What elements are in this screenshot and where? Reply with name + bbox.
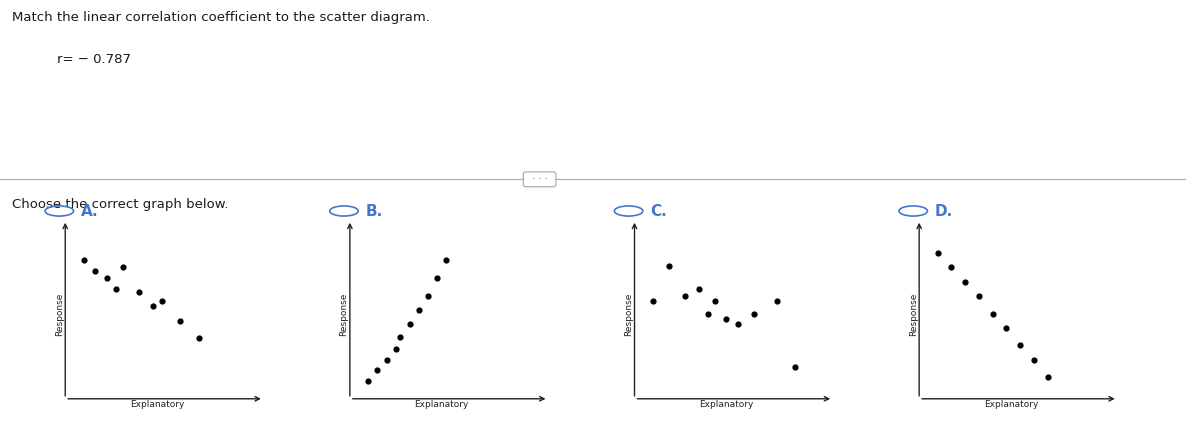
X-axis label: Explanatory: Explanatory (700, 400, 753, 409)
Text: D.: D. (935, 203, 952, 219)
Point (129, 289, 148, 295)
X-axis label: Explanatory: Explanatory (130, 400, 184, 409)
Point (409, 306, 428, 313)
Text: A.: A. (81, 203, 98, 219)
Point (659, 262, 678, 269)
Point (927, 250, 946, 257)
Text: C.: C. (650, 203, 667, 219)
Point (189, 335, 208, 342)
Point (745, 310, 764, 317)
Point (387, 346, 406, 352)
Point (1025, 356, 1044, 363)
Point (969, 292, 988, 299)
Point (1039, 374, 1058, 381)
Point (85, 268, 104, 274)
Point (1010, 342, 1029, 349)
Point (643, 298, 662, 304)
Point (956, 278, 975, 285)
Point (676, 292, 695, 299)
Y-axis label: Response: Response (624, 293, 633, 336)
Y-axis label: Response: Response (339, 293, 349, 336)
Point (74, 257, 93, 264)
Point (391, 333, 410, 340)
Point (144, 303, 162, 310)
Point (942, 264, 961, 271)
Text: Choose the correct graph below.: Choose the correct graph below. (12, 198, 229, 211)
Point (152, 298, 171, 304)
Point (436, 257, 455, 264)
Point (716, 316, 735, 322)
Point (358, 378, 377, 384)
Point (377, 356, 396, 363)
Point (767, 298, 786, 304)
Text: B.: B. (365, 203, 383, 219)
Point (997, 325, 1016, 331)
X-axis label: Explanatory: Explanatory (415, 400, 468, 409)
Point (171, 317, 190, 324)
Point (400, 321, 419, 327)
Y-axis label: Response: Response (908, 293, 918, 336)
Point (368, 367, 387, 374)
Point (689, 285, 708, 292)
Point (786, 363, 805, 370)
Y-axis label: Response: Response (55, 293, 64, 336)
Point (983, 310, 1002, 317)
Point (107, 285, 126, 292)
Text: Match the linear correlation coefficient to the scatter diagram.: Match the linear correlation coefficient… (12, 11, 429, 24)
Point (113, 264, 132, 271)
Text: r= − 0.787: r= − 0.787 (57, 53, 130, 66)
Point (728, 321, 747, 327)
Point (419, 292, 438, 299)
Point (706, 298, 725, 304)
Point (428, 275, 447, 281)
X-axis label: Explanatory: Explanatory (984, 400, 1038, 409)
Point (97, 275, 116, 281)
Text: · · ·: · · · (525, 174, 554, 184)
Point (699, 310, 718, 317)
